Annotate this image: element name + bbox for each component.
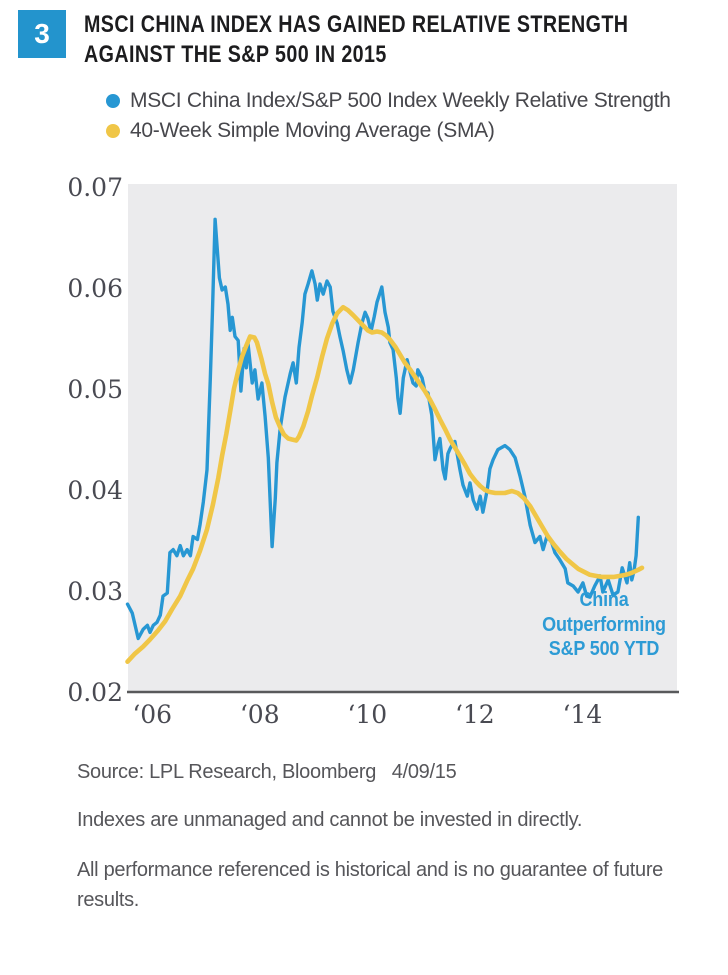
- y-tick-label: 0.05: [67, 375, 123, 404]
- y-tick-label: 0.06: [67, 274, 123, 303]
- source-text: Source: LPL Research, Bloomberg 4/09/15: [77, 761, 457, 783]
- chart-canvas: 0.07 0.06 0.05 0.04 0.03 0.02 ‘06 ‘08 ‘10 ‘12 ‘14: [67, 173, 679, 729]
- chart-annotation: China Outperforming S&P 500 YTD: [532, 588, 676, 662]
- legend-label-relative-strength: MSCI China Index/S&P 500 Index Weekly Re…: [130, 89, 671, 112]
- legend-item-sma: 40-Week Simple Moving Average (SMA): [106, 116, 671, 146]
- figure-title: MSCI CHINA INDEX HAS GAINED RELATIVE STR…: [84, 10, 707, 70]
- y-tick-label: 0.03: [67, 577, 123, 606]
- legend-label-sma: 40-Week Simple Moving Average (SMA): [130, 119, 495, 142]
- x-tick-label: ‘08: [240, 700, 280, 729]
- disclaimer-performance: All performance referenced is historical…: [77, 859, 664, 911]
- chart-legend: MSCI China Index/S&P 500 Index Weekly Re…: [106, 86, 671, 146]
- figure-number: 3: [34, 18, 50, 49]
- y-tick-label: 0.04: [67, 476, 123, 505]
- x-tick-label: ‘14: [562, 700, 602, 729]
- figure-title-line2: AGAINST THE S&P 500 IN 2015: [84, 41, 387, 68]
- x-tick-label: ‘06: [132, 700, 172, 729]
- relative-strength-chart: 0.07 0.06 0.05 0.04 0.03 0.02 ‘06 ‘08 ‘10 ‘12 ‘14 …: [0, 160, 728, 745]
- sma-line: [125, 304, 645, 664]
- figure-number-box: 3: [18, 10, 66, 58]
- legend-item-relative-strength: MSCI China Index/S&P 500 Index Weekly Re…: [106, 86, 671, 116]
- figure-title-line1: MSCI CHINA INDEX HAS GAINED RELATIVE STR…: [84, 11, 629, 38]
- disclaimer-indexes: Indexes are unmanaged and cannot be inve…: [77, 809, 583, 831]
- x-tick-label: ‘10: [347, 700, 387, 729]
- msci-china-relative-strength-line: [125, 217, 640, 641]
- annotation-line1: China: [579, 589, 629, 611]
- y-tick-label: 0.07: [67, 173, 123, 202]
- annotation-line3: S&P 500 YTD: [548, 638, 660, 660]
- yellow-dot-icon: [106, 124, 120, 138]
- y-tick-label: 0.02: [67, 678, 123, 707]
- blue-dot-icon: [106, 94, 120, 108]
- annotation-line2: Outperforming: [542, 613, 666, 636]
- x-tick-label: ‘12: [455, 700, 495, 729]
